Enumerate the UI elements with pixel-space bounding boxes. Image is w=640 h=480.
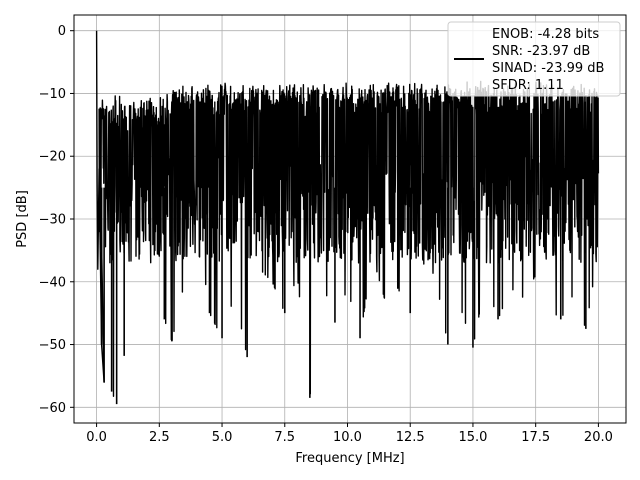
legend-enob: ENOB: -4.28 bits <box>492 27 599 42</box>
x-tick-label: 20.0 <box>584 430 613 445</box>
x-axis-label: Frequency [MHz] <box>295 451 404 466</box>
x-tick-label: 17.5 <box>521 430 550 445</box>
x-tick-label: 12.5 <box>396 430 425 445</box>
y-tick-label: 0 <box>58 24 66 39</box>
x-tick-label: 0.0 <box>86 430 107 445</box>
legend-sfdr: SFDR: 1.11 <box>492 78 564 93</box>
plot-area <box>95 30 600 405</box>
x-tick-label: 5.0 <box>212 430 233 445</box>
legend-snr: SNR: -23.97 dB <box>492 44 590 59</box>
psd-series-line <box>95 30 600 397</box>
legend: ENOB: -4.28 bits SNR: -23.97 dB SINAD: -… <box>447 21 621 97</box>
y-tick-label: −40 <box>39 275 66 290</box>
x-axis-ticks: 0.0 2.5 5.0 7.5 10.0 12.5 15.0 17.5 20.0 <box>86 423 613 445</box>
x-tick-label: 10.0 <box>333 430 362 445</box>
y-tick-label: −10 <box>39 87 66 102</box>
y-tick-label: −50 <box>39 338 66 353</box>
y-tick-label: −30 <box>39 213 66 228</box>
x-tick-label: 2.5 <box>149 430 170 445</box>
y-axis-ticks: 0 −10 −20 −30 −40 −50 −60 <box>39 24 74 416</box>
legend-sinad: SINAD: -23.99 dB <box>492 61 604 76</box>
y-tick-label: −20 <box>39 150 66 165</box>
x-tick-label: 7.5 <box>274 430 295 445</box>
series-group <box>95 30 600 405</box>
y-tick-label: −60 <box>39 401 66 416</box>
x-tick-label: 15.0 <box>458 430 487 445</box>
y-axis-label: PSD [dB] <box>15 190 30 248</box>
legend-box <box>447 21 621 97</box>
